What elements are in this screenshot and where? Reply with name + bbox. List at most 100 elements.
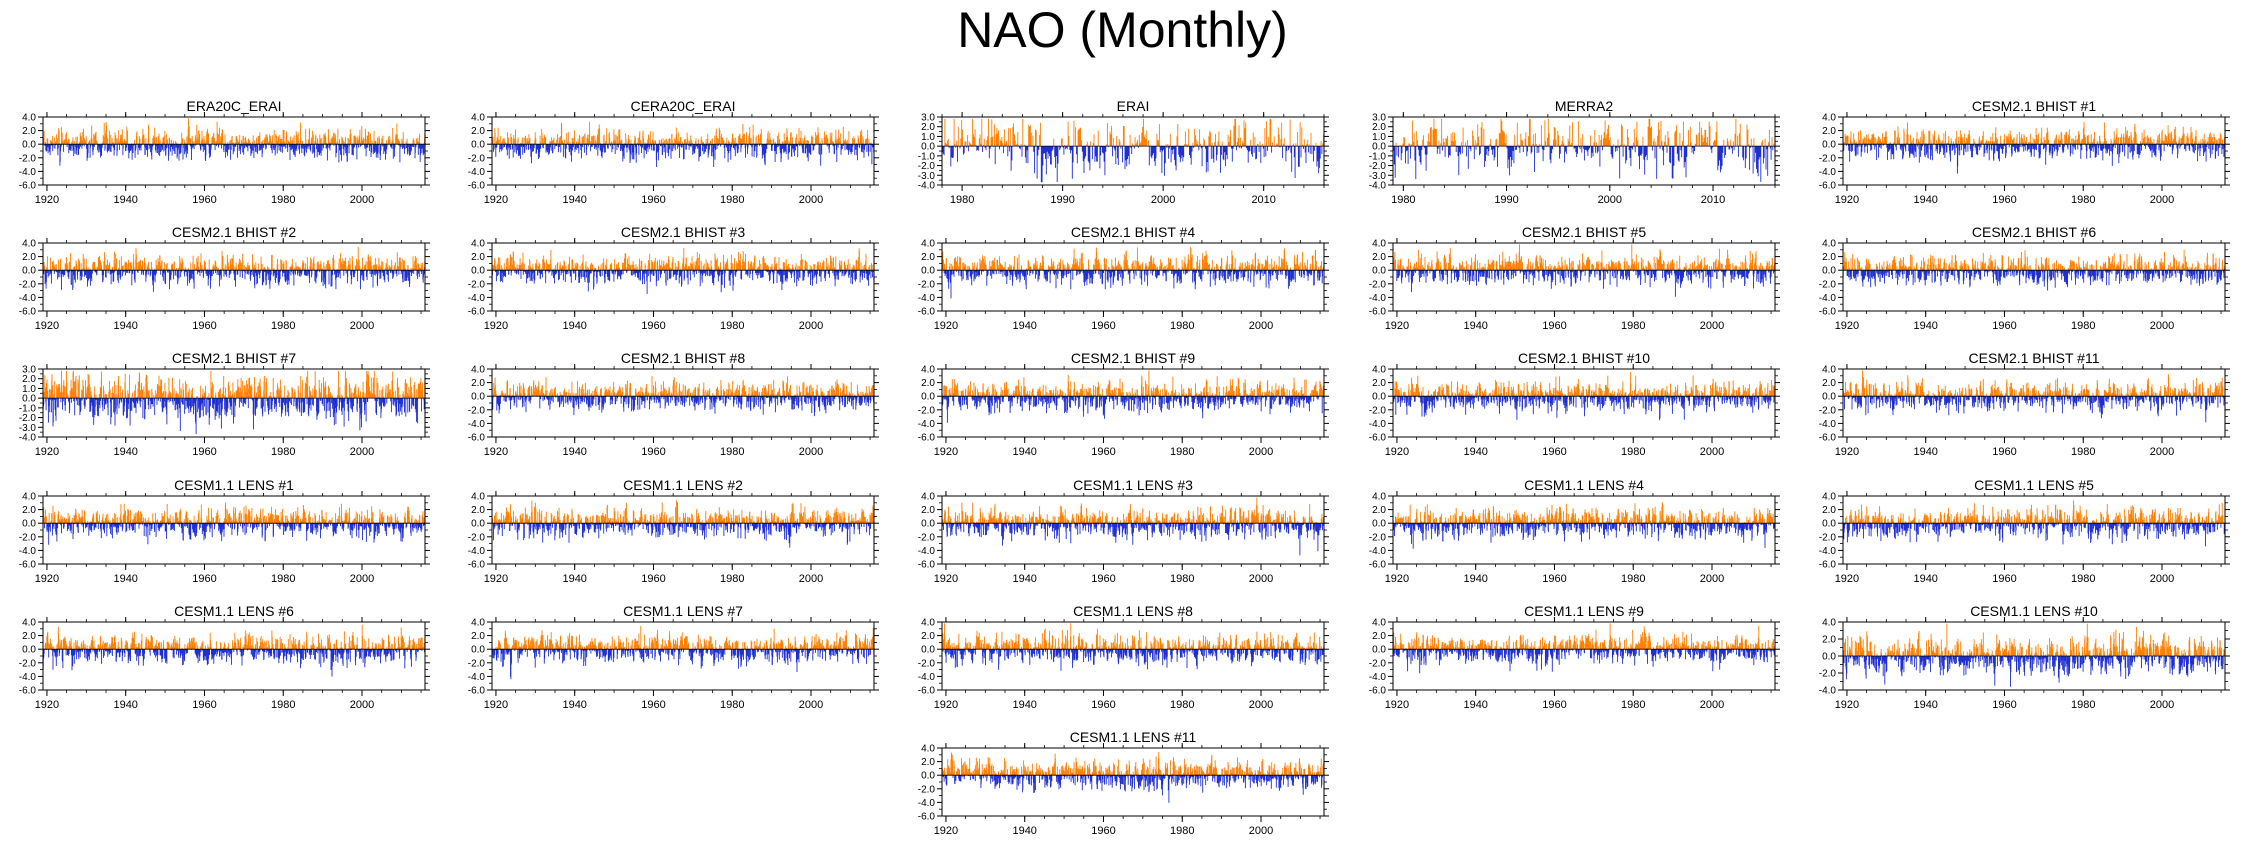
y-tick-label: 2.0 [1822, 126, 1836, 137]
negative-anomaly-bars [1395, 270, 1775, 297]
x-tick-label: 1960 [1542, 320, 1566, 332]
y-tick-label: -2.0 [1819, 532, 1837, 543]
negative-anomaly-bars [942, 775, 1323, 803]
y-tick-label: 3.0 [1372, 113, 1386, 124]
y-tick-label: 2.0 [22, 631, 36, 642]
negative-anomaly-bars [493, 144, 875, 167]
positive-anomaly-bars [941, 751, 1325, 776]
y-tick-label: -2.0 [1369, 658, 1387, 669]
y-tick-label: -4.0 [1819, 686, 1837, 697]
x-tick-label: 1960 [1542, 699, 1566, 711]
negative-anomaly-bars [43, 270, 425, 292]
y-tick-label: 0.0 [1372, 645, 1386, 656]
x-tick-label: 1980 [1621, 320, 1645, 332]
positive-anomaly-bars [492, 500, 874, 524]
x-tick-label: 1940 [1012, 825, 1036, 837]
y-tick-label: -4.0 [468, 672, 486, 683]
x-tick-label: 1920 [1835, 194, 1859, 206]
x-tick-label: 1980 [1170, 825, 1194, 837]
y-tick-label: -1.0 [19, 403, 37, 414]
panel: CESM2.1 BHIST #3 4.0 2.0 0.0 -2.0 -4.0 -6.0 192… [468, 224, 879, 332]
x-tick-label: 1960 [1542, 573, 1566, 585]
y-tick-label: -2.0 [1819, 153, 1837, 164]
x-tick-label: 1920 [934, 825, 958, 837]
plot-frame [42, 242, 426, 312]
x-tick-label: 2000 [799, 573, 823, 585]
x-tick-label: 1920 [35, 699, 59, 711]
y-tick-label: 4.0 [921, 618, 935, 629]
x-tick-label: 1980 [720, 320, 744, 332]
y-tick-label: 4.0 [1372, 492, 1386, 503]
y-tick-label: -2.0 [1369, 161, 1387, 172]
y-tick-label: 0.0 [1822, 392, 1836, 403]
x-tick-label: 1980 [720, 699, 744, 711]
y-tick-label: 0.0 [1372, 142, 1386, 153]
y-tick-label: -6.0 [19, 307, 37, 318]
y-tick-label: -6.0 [1819, 433, 1837, 444]
y-tick-label: 4.0 [1822, 113, 1836, 124]
x-tick-label: 2000 [2150, 446, 2174, 458]
y-tick-label: -6.0 [1369, 433, 1387, 444]
x-tick-label: 1980 [720, 194, 744, 206]
x-tick-label: 1980 [2071, 699, 2095, 711]
y-tick-label: -2.0 [918, 161, 936, 172]
negative-anomaly-bars [42, 398, 425, 435]
y-tick-label: 0.0 [1372, 519, 1386, 530]
y-tick-label: -4.0 [918, 546, 936, 557]
y-tick-label: 2.0 [1372, 631, 1386, 642]
panel: CESM1.1 LENS #10 4.0 2.0 0.0 -2.0 -4.0 1920 194… [1819, 603, 2230, 711]
panel-title: CESM2.1 BHIST #3 [621, 224, 745, 240]
y-tick-label: -4.0 [468, 167, 486, 178]
panel-title: CESM1.1 LENS #6 [174, 603, 294, 619]
y-tick-label: 2.0 [921, 252, 935, 263]
y-tick-label: -4.0 [918, 672, 936, 683]
x-tick-label: 2000 [2150, 573, 2174, 585]
x-tick-label: 1940 [562, 320, 586, 332]
x-tick-label: 1980 [1391, 194, 1415, 206]
x-tick-label: 1920 [934, 573, 958, 585]
x-tick-label: 1980 [1621, 446, 1645, 458]
negative-anomaly-bars [942, 649, 1324, 671]
panel-title: CESM2.1 BHIST #1 [1972, 98, 2096, 114]
x-tick-label: 1940 [1463, 320, 1487, 332]
panel: CESM2.1 BHIST #6 4.0 2.0 0.0 -2.0 -4.0 -6.0 192… [1819, 224, 2230, 332]
x-tick-label: 1940 [1463, 446, 1487, 458]
x-tick-label: 1980 [271, 699, 295, 711]
panel-title: CESM2.1 BHIST #10 [1518, 350, 1650, 366]
x-tick-label: 2000 [350, 699, 374, 711]
y-tick-label: 4.0 [921, 492, 935, 503]
y-tick-label: -4.0 [1819, 293, 1837, 304]
y-tick-label: 4.0 [22, 618, 36, 629]
y-tick-label: -4.0 [19, 546, 37, 557]
x-tick-label: 1980 [271, 573, 295, 585]
x-tick-label: 2000 [2150, 194, 2174, 206]
y-tick-label: 2.0 [1372, 505, 1386, 516]
negative-anomaly-bars [1393, 523, 1776, 549]
x-tick-label: 1960 [192, 699, 216, 711]
plot-frame [491, 621, 875, 691]
x-tick-label: 1940 [1913, 320, 1937, 332]
x-tick-label: 1960 [192, 320, 216, 332]
x-tick-label: 1960 [1992, 573, 2016, 585]
y-tick-label: 4.0 [1822, 239, 1836, 250]
plot-frame [42, 621, 426, 691]
y-tick-label: -4.0 [1369, 181, 1387, 192]
negative-anomaly-bars [1392, 146, 1776, 182]
negative-anomaly-bars [1392, 396, 1776, 421]
y-tick-label: -6.0 [1819, 560, 1837, 571]
x-tick-label: 2000 [1249, 446, 1273, 458]
positive-anomaly-bars [1395, 118, 1775, 147]
y-tick-label: 2.0 [921, 378, 935, 389]
y-tick-label: -4.0 [918, 798, 936, 809]
x-tick-label: 1980 [271, 194, 295, 206]
y-tick-label: -4.0 [1369, 546, 1387, 557]
y-tick-label: 0.0 [22, 645, 36, 656]
y-tick-label: -2.0 [468, 153, 486, 164]
panel: CESM2.1 BHIST #5 4.0 2.0 0.0 -2.0 -4.0 -6.0 192… [1369, 224, 1780, 332]
x-tick-label: 2000 [1249, 573, 1273, 585]
y-tick-label: -4.0 [918, 419, 936, 430]
y-tick-label: -4.0 [1819, 419, 1837, 430]
x-tick-label: 2000 [799, 194, 823, 206]
y-tick-label: -4.0 [19, 167, 37, 178]
